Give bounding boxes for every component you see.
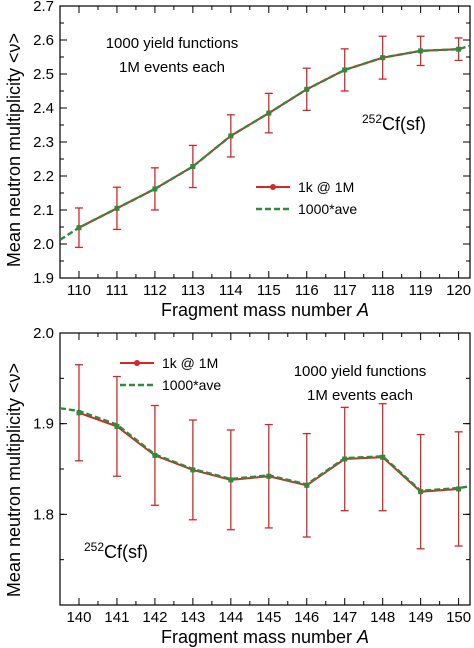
nucleus-name: Cf(sf) (104, 542, 148, 562)
y-tick-label: 2.1 (33, 202, 54, 219)
x-tick-label: 140 (66, 609, 91, 626)
x-tick-label: 114 (219, 282, 243, 299)
x-tick-label: 112 (143, 282, 167, 299)
x-tick-label: 146 (294, 609, 319, 626)
top-chart-panel: 110 111 112 113 114 115 116 117 118 119 120 1.9 2.0 2… (33, 0, 471, 320)
x-axis-title-text: Fragment mass number (161, 627, 357, 647)
data-point-ave (342, 67, 348, 73)
x-tick-label: 150 (446, 609, 471, 626)
data-point-ave (418, 48, 424, 54)
nucleus-superscript: 252 (362, 112, 382, 126)
y-axis-title-top: Mean neutron multiplicity <ν> (4, 33, 24, 267)
nucleus-label: 252Cf(sf) (362, 112, 426, 134)
data-point-ave (456, 46, 462, 52)
annotation-line-1: 1000 yield functions (106, 35, 239, 52)
legend-label-1000-ave: 1000*ave (162, 377, 221, 393)
x-tick-label: 120 (446, 282, 471, 299)
x-axis-title: Fragment mass number A (161, 627, 369, 647)
y-tick-label: 2.0 (33, 325, 54, 342)
data-point-ave (266, 110, 272, 116)
data-point-ave (342, 456, 348, 462)
nucleus-label: 252Cf(sf) (84, 540, 148, 562)
x-tick-label: 110 (67, 282, 91, 299)
series-line-1000-ave (60, 407, 470, 492)
bottom-chart-panel: 140 141 142 143 144 145 146 147 148 149 150 1.8 1.9 2… (33, 325, 471, 647)
y-tick-label: 2.6 (33, 32, 54, 49)
x-tick-label: 141 (104, 609, 129, 626)
nucleus-superscript: 252 (84, 540, 104, 554)
data-point-ave (76, 225, 82, 231)
x-tick-label: 147 (332, 609, 357, 626)
plot-area (60, 35, 470, 249)
data-point-ave (304, 86, 310, 92)
x-tick-label: 113 (181, 282, 205, 299)
data-point-ave (190, 163, 196, 169)
x-tick-label: 116 (295, 282, 319, 299)
legend-label-1k-at-1M: 1k @ 1M (298, 179, 354, 195)
y-tick-label: 2.0 (33, 236, 54, 253)
y-axis-title-bottom: Mean neutron multiplicity <ν> (4, 363, 24, 597)
x-axis-title: Fragment mass number A (161, 300, 369, 320)
x-tick-label: 111 (106, 282, 129, 299)
x-tick-label: 148 (370, 609, 395, 626)
legend-marker-1k-at-1M (134, 360, 140, 366)
y-tick-label: 1.9 (33, 270, 54, 287)
data-point-ave (304, 482, 310, 488)
x-tick-label: 117 (333, 282, 357, 299)
data-point-ave (266, 473, 272, 479)
nucleus-name: Cf(sf) (382, 114, 426, 134)
y-tick-label: 1.8 (33, 506, 54, 523)
annotation-line-2: 1M events each (119, 59, 225, 76)
data-point-ave (190, 467, 196, 473)
x-axis-title-variable: A (356, 300, 369, 320)
data-point-ave (380, 454, 386, 460)
x-axis-title-text: Fragment mass number (161, 300, 357, 320)
legend-label-1k-at-1M: 1k @ 1M (162, 355, 218, 371)
data-point-ave (114, 423, 120, 429)
y-tick-label: 1.9 (33, 416, 54, 433)
x-tick-label: 143 (180, 609, 205, 626)
legend-label-1000-ave: 1000*ave (298, 201, 357, 217)
x-tick-label: 115 (257, 282, 281, 299)
y-tick-label: 2.4 (33, 100, 54, 117)
data-point-ave (380, 55, 386, 61)
x-tick-label: 118 (371, 282, 395, 299)
data-point-ave (418, 489, 424, 495)
annotation-line-2: 1M events each (307, 387, 413, 404)
y-tick-label: 2.2 (33, 168, 54, 185)
y-tick-label: 2.5 (33, 66, 54, 83)
legend-marker-1k-at-1M (270, 184, 276, 190)
y-tick-label: 2.7 (33, 0, 54, 15)
plot-area (60, 364, 470, 550)
data-point-ave (228, 133, 234, 139)
x-tick-label: 142 (142, 609, 167, 626)
annotation-line-1: 1000 yield functions (294, 363, 427, 380)
data-point-ave (152, 186, 158, 192)
y-tick-label: 2.3 (33, 134, 54, 151)
data-point-ave (152, 452, 158, 458)
x-tick-label: 149 (408, 609, 433, 626)
data-point-ave (114, 205, 120, 211)
data-point-ave (456, 486, 462, 492)
x-tick-label: 144 (218, 609, 243, 626)
x-axis-title-variable: A (356, 627, 369, 647)
data-point-ave (76, 410, 82, 416)
x-tick-label: 145 (256, 609, 281, 626)
x-tick-label: 119 (409, 282, 433, 299)
data-point-ave (228, 477, 234, 483)
